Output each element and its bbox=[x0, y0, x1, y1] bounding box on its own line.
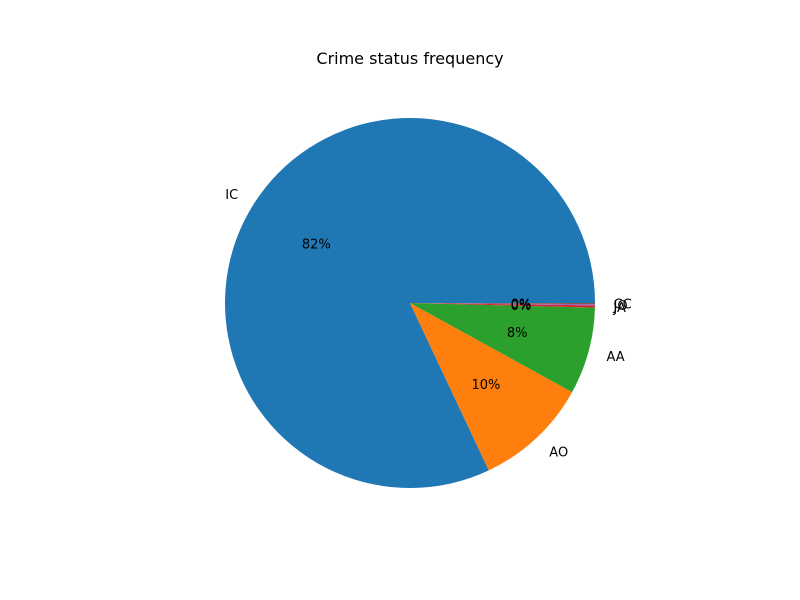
pie-slice-jo bbox=[410, 303, 595, 306]
slice-label-aa: AA bbox=[606, 350, 624, 365]
slice-label-cc: CC bbox=[614, 298, 632, 313]
slice-label-jo: JO bbox=[612, 299, 627, 314]
pie-slice-cc bbox=[410, 303, 596, 305]
chart-title: Crime status frequency bbox=[316, 49, 503, 68]
pie-slice-ic bbox=[224, 117, 595, 488]
pie-slice-ao bbox=[410, 303, 573, 471]
percent-label-ao: 10% bbox=[472, 378, 501, 393]
percent-label-ja: 0% bbox=[511, 299, 532, 314]
slice-label-ao: AO bbox=[549, 445, 568, 460]
percent-label-cc: 0% bbox=[511, 297, 532, 312]
pie-slice-ja bbox=[410, 303, 595, 308]
percent-labels: 82%10%8%0%0%0% bbox=[302, 238, 531, 393]
pie-slices bbox=[224, 117, 596, 488]
percent-label-ic: 82% bbox=[302, 238, 331, 253]
slice-label-ja: JA bbox=[612, 301, 626, 316]
percent-label-jo: 0% bbox=[511, 298, 532, 313]
pie-slice-aa bbox=[410, 303, 595, 393]
percent-label-aa: 8% bbox=[507, 326, 528, 341]
slice-label-ic: IC bbox=[225, 188, 238, 203]
